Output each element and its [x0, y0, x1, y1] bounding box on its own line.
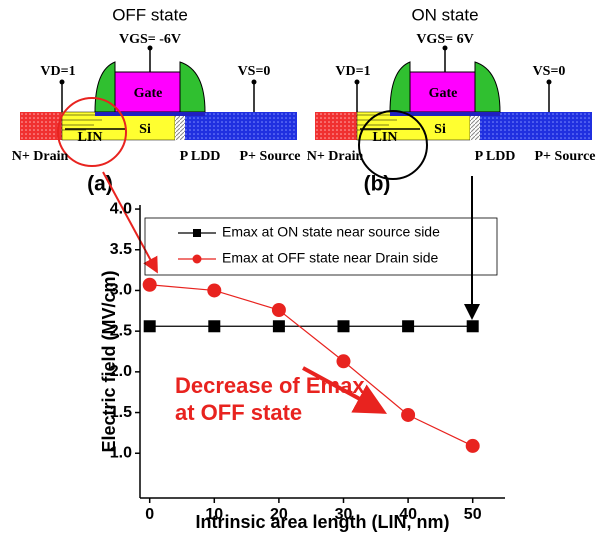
state-label: ON state — [411, 5, 478, 24]
x-tick-label: 10 — [205, 506, 223, 523]
lin-label: LIN — [78, 130, 103, 145]
vs-label: VS=0 — [533, 64, 566, 79]
marker — [208, 320, 221, 333]
marker — [336, 354, 351, 369]
marker — [143, 320, 156, 333]
y-tick-label: 3.5 — [110, 241, 132, 258]
oxide — [390, 112, 500, 116]
contact-dot — [354, 79, 360, 85]
spacer — [179, 61, 206, 113]
marker — [337, 320, 350, 333]
state-label: OFF state — [112, 5, 188, 24]
legend-marker — [193, 229, 201, 237]
ldd — [470, 112, 480, 140]
series-line — [149, 284, 473, 447]
legend-marker — [192, 254, 202, 264]
x-tick-label: 50 — [464, 506, 482, 523]
drain-label: N+ Drain — [12, 149, 69, 164]
panel-tag: (b) — [364, 173, 391, 196]
n-drain — [20, 112, 62, 140]
marker — [401, 407, 416, 422]
x-tick-label: 20 — [270, 506, 288, 523]
marker — [272, 320, 285, 333]
y-tick-label: 3.0 — [110, 282, 132, 299]
arrow — [102, 171, 158, 274]
si-label: Si — [434, 122, 446, 137]
annotation: at OFF state — [175, 400, 302, 425]
y-tick-label: 2.0 — [110, 363, 132, 380]
contact-dot — [442, 45, 448, 51]
y-tick-label: 4.0 — [110, 200, 132, 217]
legend-box — [144, 217, 498, 276]
highlight — [358, 110, 428, 180]
vgs-label: VGS= 6V — [416, 32, 473, 47]
x-tick-label: 0 — [145, 506, 154, 523]
legend-label: Emax at ON state near source side — [222, 224, 440, 240]
si-region — [61, 111, 176, 141]
highlight — [57, 97, 127, 167]
source-label: P+ Source — [535, 149, 596, 164]
marker — [142, 277, 157, 292]
y-tick-label: 1.0 — [110, 444, 132, 461]
plot: 1.0 1.5 2.0 2.5 3.0 3.5 4.0 0 10 20 30 40 50 Intrinsi… — [99, 200, 505, 532]
x-tick-label: 30 — [335, 506, 353, 523]
source-label: P+ Source — [240, 149, 301, 164]
gate-label: Gate — [429, 86, 458, 101]
spacer — [474, 61, 501, 113]
vgs-label: VGS= -6V — [119, 32, 181, 47]
contact-dot — [147, 45, 153, 51]
vs-label: VS=0 — [238, 64, 271, 79]
marker — [402, 320, 415, 333]
gate — [114, 71, 181, 113]
spacer — [389, 61, 411, 113]
trend-arrow — [302, 366, 388, 414]
x-axis-title: Intrinsic area length (LIN, nm) — [195, 512, 449, 532]
ldd — [175, 112, 185, 140]
y-axis-title: Electric field (MV/cm) — [99, 270, 119, 452]
marker — [271, 302, 286, 317]
oxide — [95, 112, 205, 116]
contact-dot — [59, 79, 65, 85]
drain-label: N+ Drain — [307, 149, 364, 164]
marker — [465, 438, 480, 453]
vd-label: VD=1 — [335, 64, 370, 79]
lin-label: LIN — [373, 130, 398, 145]
legend-label: Emax at OFF state near Drain side — [222, 250, 439, 266]
contact-dot — [546, 79, 552, 85]
y-tick-label: 1.5 — [110, 404, 132, 421]
marker — [466, 320, 479, 333]
contact-dot — [251, 79, 257, 85]
si-label: Si — [139, 122, 151, 137]
gate — [409, 71, 476, 113]
device-diagrams: OFF state VGS= -6V VD=1 VS=0 Gate Si LIN N+ Dra… — [12, 5, 596, 195]
n-drain — [315, 112, 357, 140]
ldd-label: P LDD — [475, 149, 516, 164]
y-tick-label: 2.5 — [110, 322, 132, 339]
device: ON state VGS= 6V VD=1 VS=0 Gate Si LIN N+ Drain… — [307, 5, 596, 195]
vd-label: VD=1 — [40, 64, 75, 79]
x-tick-label: 40 — [399, 506, 417, 523]
ldd-label: P LDD — [180, 149, 221, 164]
p-source — [480, 112, 592, 140]
device: OFF state VGS= -6V VD=1 VS=0 Gate Si LIN N+ Dra… — [12, 5, 301, 195]
gate-label: Gate — [134, 86, 163, 101]
marker — [207, 283, 222, 298]
p-source — [185, 112, 297, 140]
